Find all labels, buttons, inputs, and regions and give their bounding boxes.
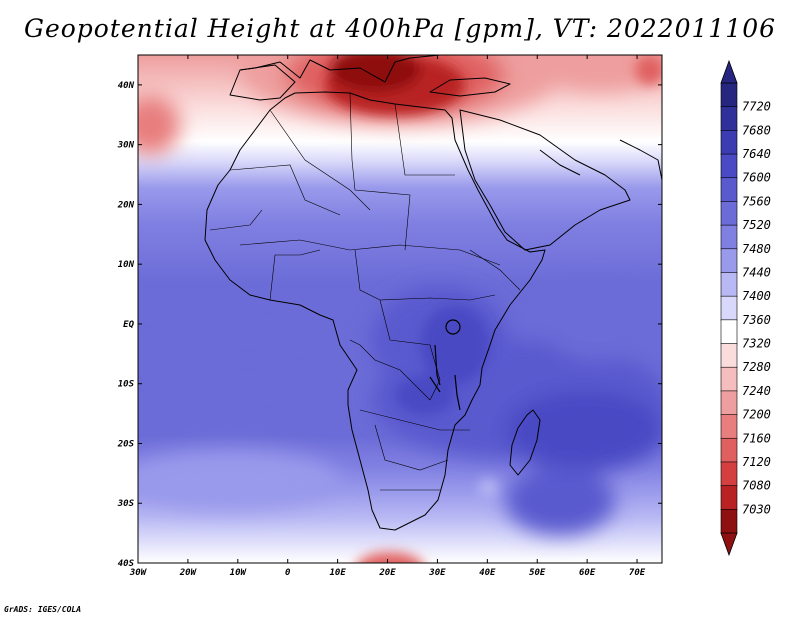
colorbar-swatch <box>720 343 738 369</box>
colorbar-swatch <box>720 366 738 392</box>
core-south-low <box>357 552 423 563</box>
colorbar-label: 7400 <box>742 289 771 303</box>
arabia-outline <box>459 109 631 251</box>
colorbar-swatch <box>720 437 738 463</box>
credit-label: GrADS: IGES/COLA <box>4 605 82 614</box>
lat-label: 40N <box>118 81 135 91</box>
blob-south-indian <box>505 465 615 535</box>
map-field <box>138 55 662 563</box>
lat-label: 40S <box>118 559 135 569</box>
blob-iran <box>540 55 660 90</box>
turkey-outline <box>429 77 511 97</box>
lat-label: 10S <box>118 380 135 390</box>
lat-label: 20N <box>117 200 135 210</box>
colorbar-label: 7280 <box>742 360 771 374</box>
lon-label: 30E <box>428 568 446 578</box>
colorbar-label: 7160 <box>742 431 771 445</box>
colorbar-swatch <box>720 248 738 274</box>
colorbar-label: 7560 <box>742 194 771 208</box>
colorbar-label: 7030 <box>742 502 771 516</box>
coastlines <box>204 55 662 531</box>
lon-label: 30W <box>129 568 148 578</box>
colorbar-label: 7080 <box>742 479 771 493</box>
core-greece <box>330 55 420 92</box>
persian-gulf <box>539 149 581 176</box>
blob-arabian-sea <box>540 280 660 360</box>
country-borders <box>209 92 521 491</box>
colorbar-label: 7200 <box>742 408 771 422</box>
colorbar: 7720 7680 7640 7600 7560 7520 7480 7440 7400 7360… <box>720 59 771 557</box>
lat-label: 30S <box>117 499 135 509</box>
colorbar-label: 7440 <box>742 265 771 279</box>
colorbar-label: 7320 <box>742 337 771 351</box>
iberia-outline <box>229 64 296 101</box>
colorbar-swatch <box>720 272 738 297</box>
colorbar-swatch <box>720 390 738 416</box>
lake-tanganyika <box>434 344 441 386</box>
core-small-lobe <box>479 479 497 497</box>
colorbar-label: 7520 <box>742 218 771 232</box>
lat-label: EQ <box>123 320 134 330</box>
lon-label: 0 <box>285 568 291 578</box>
colorbar-swatch <box>720 414 738 440</box>
lat-label: 30N <box>117 141 135 151</box>
colorbar-label: 7120 <box>742 455 771 469</box>
lon-label: 70E <box>629 568 646 578</box>
colorbar-swatch <box>720 177 738 203</box>
lon-label: 50E <box>529 568 546 578</box>
lake-victoria <box>445 319 461 335</box>
chart-title: Geopotential Height at 400hPa [gpm], VT:… <box>23 14 777 43</box>
colorbar-swatch <box>720 153 738 179</box>
blob-atlantic <box>140 335 360 385</box>
lon-label: 20E <box>378 568 396 578</box>
colorbar-top-arrow <box>720 59 738 84</box>
colorbar-swatch <box>720 130 738 155</box>
africa-outline <box>204 91 546 531</box>
core-lake-victoria <box>420 305 490 385</box>
colorbar-label: 7360 <box>742 313 771 327</box>
colorbar-swatch <box>720 224 738 250</box>
colorbar-swatch <box>720 461 738 487</box>
lon-label: 10W <box>230 568 248 578</box>
colorbar-swatch <box>720 106 738 132</box>
blob-azores <box>138 95 180 155</box>
colorbar-label: 7240 <box>742 384 771 398</box>
colorbar-swatch <box>720 295 738 321</box>
core-northeast <box>635 55 662 85</box>
colorbar-swatch <box>720 201 738 226</box>
lon-label: 10E <box>329 568 346 578</box>
colorbar-swatch <box>720 319 738 345</box>
colorbar-label: 7720 <box>742 100 771 114</box>
lake-malawi <box>454 374 461 411</box>
lat-label: 10N <box>118 260 135 270</box>
lakes <box>429 319 461 411</box>
map-frame <box>137 54 663 564</box>
madagascar-outline <box>509 409 541 476</box>
blob-mascarene <box>505 390 662 470</box>
blob-south-atlantic <box>138 450 340 510</box>
colorbar-swatch <box>720 82 738 108</box>
lat-label: 20S <box>117 439 135 449</box>
colorbar-label: 7600 <box>742 171 771 185</box>
lake-mweru <box>429 376 441 393</box>
colorbar-swatch <box>720 509 738 534</box>
colorbar-bottom-arrow <box>720 532 738 557</box>
lon-label: 40E <box>479 568 496 578</box>
axis-ticks: 30W 20W 10W 0 10E 20E 30E 40E 50E 60E 70E 40N 30N 20N… <box>117 55 662 578</box>
field-blobs <box>138 55 662 535</box>
europe-outline <box>239 55 441 83</box>
india-outline <box>619 139 662 181</box>
colorbar-swatch <box>720 485 738 511</box>
colorbar-label: 7480 <box>742 242 771 256</box>
lon-label: 20W <box>179 568 198 578</box>
lon-label: 60E <box>579 568 596 578</box>
colorbar-label: 7640 <box>742 147 771 161</box>
colorbar-label: 7680 <box>742 123 771 137</box>
